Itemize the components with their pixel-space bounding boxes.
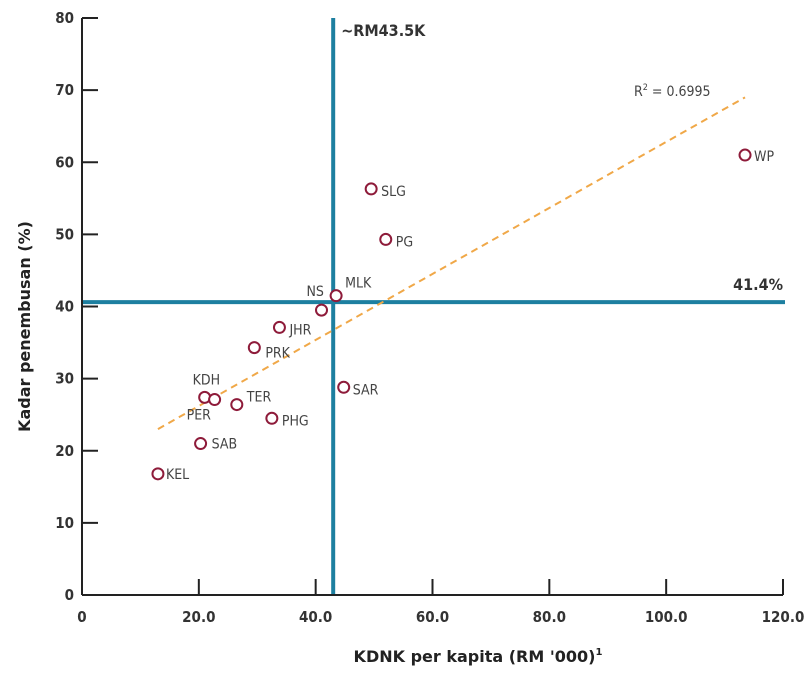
trendline <box>157 96 746 430</box>
data-point <box>379 232 393 246</box>
data-label: SAB <box>212 437 238 453</box>
data-point <box>738 148 752 162</box>
data-label: SLG <box>381 184 406 200</box>
data-label: MLK <box>345 276 372 292</box>
data-points <box>151 148 752 481</box>
y-tick-label: 70 <box>55 81 74 99</box>
r-squared-value: = 0.6995 <box>648 84 711 100</box>
y-tick-label: 60 <box>55 153 74 171</box>
y-tick-label: 0 <box>65 586 74 604</box>
data-label: PER <box>187 408 212 424</box>
labels: ~RM43.5K 41.4% R2 = 0.6995 KEL SAB KDH PER TER P… <box>166 21 783 483</box>
data-label: KEL <box>166 467 189 483</box>
data-point <box>194 437 208 451</box>
data-label: PG <box>396 234 413 250</box>
r-squared-label: R2 = 0.6995 <box>634 83 711 100</box>
axes: 0 10 20 30 40 50 60 70 80 0 20.0 40.0 60.0 80.0 100.0 1… <box>15 9 804 666</box>
data-point <box>265 411 279 425</box>
data-point <box>230 398 244 412</box>
x-tick-label: 0 <box>77 608 86 626</box>
y-tick-label: 80 <box>55 9 74 27</box>
y-tick-label: 30 <box>55 370 74 388</box>
r-squared-superscript: 2 <box>643 83 648 93</box>
x-tick-label: 100.0 <box>645 608 688 626</box>
x-tick-label: 80.0 <box>533 608 566 626</box>
y-tick-label: 20 <box>55 442 74 460</box>
data-point <box>329 289 343 303</box>
data-label: TER <box>246 390 272 406</box>
y-tick-label: 10 <box>55 514 74 532</box>
data-point <box>337 380 351 394</box>
x-axis-title-text: KDNK per kapita (RM '000) <box>354 647 596 666</box>
data-label: PRK <box>265 346 290 362</box>
y-axis-title: Kadar penembusan (%) <box>15 221 34 432</box>
y-tick-label: 50 <box>55 225 74 243</box>
data-label: KDH <box>193 372 220 388</box>
data-point <box>364 182 378 196</box>
y-tick-label: 40 <box>55 298 74 316</box>
data-point <box>151 467 165 481</box>
trendline-group <box>157 96 746 430</box>
x-tick-label: 120.0 <box>762 608 805 626</box>
x-tick-label: 60.0 <box>416 608 449 626</box>
data-label: NS <box>307 284 324 300</box>
x-tick-label: 40.0 <box>299 608 332 626</box>
r-squared-r: R <box>634 84 643 100</box>
x-tick-label: 20.0 <box>182 608 215 626</box>
data-point <box>247 341 261 355</box>
data-label: SAR <box>353 382 379 398</box>
horizontal-reference-label: 41.4% <box>733 275 783 294</box>
data-label: PHG <box>282 413 309 429</box>
data-label: JHR <box>288 322 311 338</box>
data-point <box>272 320 286 334</box>
x-axis-title-superscript: 1 <box>595 647 602 658</box>
data-point <box>315 303 329 317</box>
x-axis-title: KDNK per kapita (RM '000)1 <box>354 647 603 666</box>
reference-lines <box>82 18 785 595</box>
data-point <box>208 393 222 407</box>
data-label: WP <box>754 149 774 165</box>
vertical-reference-label: ~RM43.5K <box>341 21 426 40</box>
